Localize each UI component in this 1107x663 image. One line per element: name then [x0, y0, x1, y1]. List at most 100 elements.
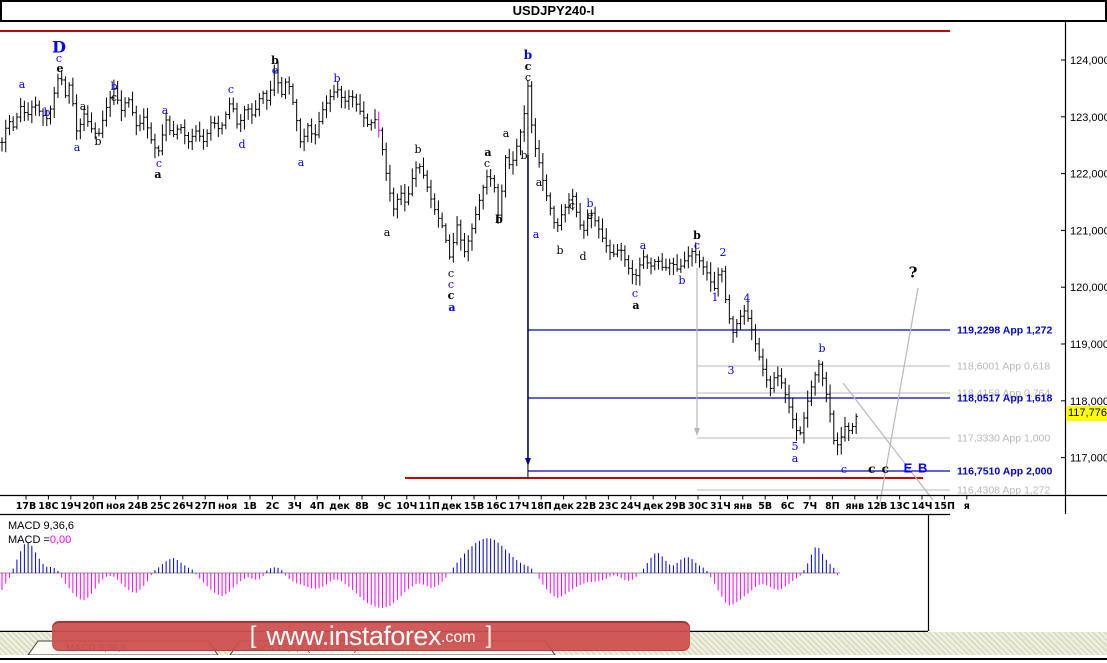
svg-text:23С: 23С [598, 501, 618, 512]
macd-histogram [0, 514, 930, 633]
svg-text:янв: янв [845, 501, 864, 512]
svg-text:118,0517 App 1,618: 118,0517 App 1,618 [957, 393, 1053, 405]
svg-text:a: a [74, 141, 81, 154]
svg-text:b: b [495, 213, 503, 226]
svg-text:8В: 8В [355, 501, 369, 512]
svg-text:a: a [154, 168, 161, 181]
svg-text:дек: дек [329, 501, 350, 512]
svg-text:120,000: 120,000 [1070, 282, 1107, 294]
svg-text:c: c [111, 91, 117, 104]
svg-text:116,4308 App 1,272: 116,4308 App 1,272 [957, 485, 1050, 497]
svg-text:117,3330 App 1,000: 117,3330 App 1,000 [957, 433, 1050, 445]
svg-text:a: a [448, 301, 455, 314]
svg-text:4: 4 [744, 292, 751, 305]
svg-text:10Ч: 10Ч [396, 501, 417, 512]
macd-value-label: MACD =0,00 [8, 534, 71, 546]
svg-text:22В: 22В [576, 501, 596, 512]
svg-text:a: a [298, 156, 305, 169]
svg-text:27П: 27П [195, 501, 216, 512]
svg-text:4П: 4П [310, 501, 325, 512]
svg-text:a: a [19, 78, 26, 91]
axes: 124,000 123,000 122,000 121,000 120,000 119,0… [0, 22, 1107, 516]
svg-text:18С: 18С [38, 501, 58, 512]
svg-text:122,000: 122,000 [1070, 169, 1107, 181]
svg-text:119,000: 119,000 [1070, 339, 1107, 351]
banner-site-name: www.instaforex [266, 620, 441, 651]
svg-text:1: 1 [712, 291, 719, 304]
svg-text:17В: 17В [16, 501, 36, 512]
analysis-lines[interactable] [0, 30, 950, 509]
svg-text:b: b [586, 197, 593, 210]
svg-text:c: c [448, 289, 455, 302]
svg-text:a: a [632, 299, 639, 312]
svg-text:d: d [238, 138, 245, 151]
svg-text:a: a [484, 146, 491, 159]
svg-text:119,2298 App 1,272: 119,2298 App 1,272 [957, 325, 1053, 337]
svg-text:15В: 15В [464, 501, 484, 512]
svg-text:a: a [792, 452, 799, 465]
svg-text:d: d [579, 250, 586, 263]
svg-text:a: a [384, 226, 391, 239]
svg-text:14Ч: 14Ч [912, 501, 933, 512]
svg-text:a: a [533, 228, 540, 241]
svg-text:b: b [524, 48, 532, 62]
svg-text:янв: янв [733, 501, 752, 512]
banner-left-bracket: [ [249, 622, 257, 649]
svg-text:дек: дек [441, 501, 462, 512]
banner-site-domain: .com [440, 629, 476, 646]
svg-text:c: c [569, 199, 575, 212]
svg-text:30С: 30С [688, 501, 708, 512]
svg-text:15П: 15П [934, 501, 955, 512]
svg-text:124,000: 124,000 [1070, 55, 1107, 67]
svg-text:b: b [271, 54, 279, 67]
svg-text:2С: 2С [266, 501, 280, 512]
instaforex-banner[interactable]: [ www.instaforex .com] [52, 621, 690, 651]
svg-text:6С: 6С [781, 501, 795, 512]
macd-value: 0,00 [49, 534, 72, 546]
macd-indicator-label: MACD 9,36,6 [8, 520, 75, 532]
svg-text:31Ч: 31Ч [710, 501, 731, 512]
svg-text:?: ? [909, 263, 918, 281]
svg-text:b: b [110, 80, 117, 93]
svg-text:b: b [94, 135, 101, 148]
svg-text:b: b [818, 342, 825, 355]
svg-text:a: a [503, 127, 510, 140]
svg-text:ноя: ноя [106, 501, 125, 512]
price-bars [0, 61, 858, 480]
svg-text:c: c [632, 287, 638, 300]
svg-text:20П: 20П [83, 501, 104, 512]
svg-text:121,000: 121,000 [1070, 225, 1107, 237]
svg-text:c: c [525, 60, 532, 73]
svg-text:b: b [556, 244, 563, 257]
svg-text:8П: 8П [825, 501, 840, 512]
svg-text:18П: 18П [531, 501, 552, 512]
svg-text:c: c [228, 83, 234, 96]
svg-text:5: 5 [792, 440, 799, 453]
current-price-badge: 117,776 [1066, 406, 1107, 421]
banner-right-bracket: ] [485, 622, 493, 649]
svg-text:118,6001 App 0,618: 118,6001 App 0,618 [957, 361, 1050, 373]
svg-text:a: a [640, 239, 647, 252]
svg-text:118,000: 118,000 [1070, 396, 1107, 408]
fibonacci-levels[interactable]: 119,2298 App 1,272 118,6001 App 0,618 118,… [528, 325, 1053, 497]
svg-text:я: я [964, 501, 970, 512]
svg-text:c: c [484, 157, 490, 170]
svg-text:c: c [448, 278, 454, 291]
svg-text:24В: 24В [128, 501, 148, 512]
svg-text:a: a [536, 176, 543, 189]
svg-text:e: e [272, 64, 279, 77]
svg-text:c c: c c [868, 462, 890, 476]
svg-text:c: c [56, 52, 62, 65]
svg-text:13С: 13С [889, 501, 909, 512]
svg-text:c: c [694, 239, 700, 252]
svg-text:a: a [162, 104, 169, 117]
strip-divider-bottom [0, 660, 1107, 663]
svg-text:b: b [43, 106, 50, 119]
svg-text:5В: 5В [758, 501, 772, 512]
svg-text:3Ч: 3Ч [288, 501, 302, 512]
strip-divider-black [0, 658, 1107, 660]
svg-text:17Ч: 17Ч [508, 501, 529, 512]
svg-text:b: b [678, 274, 685, 287]
